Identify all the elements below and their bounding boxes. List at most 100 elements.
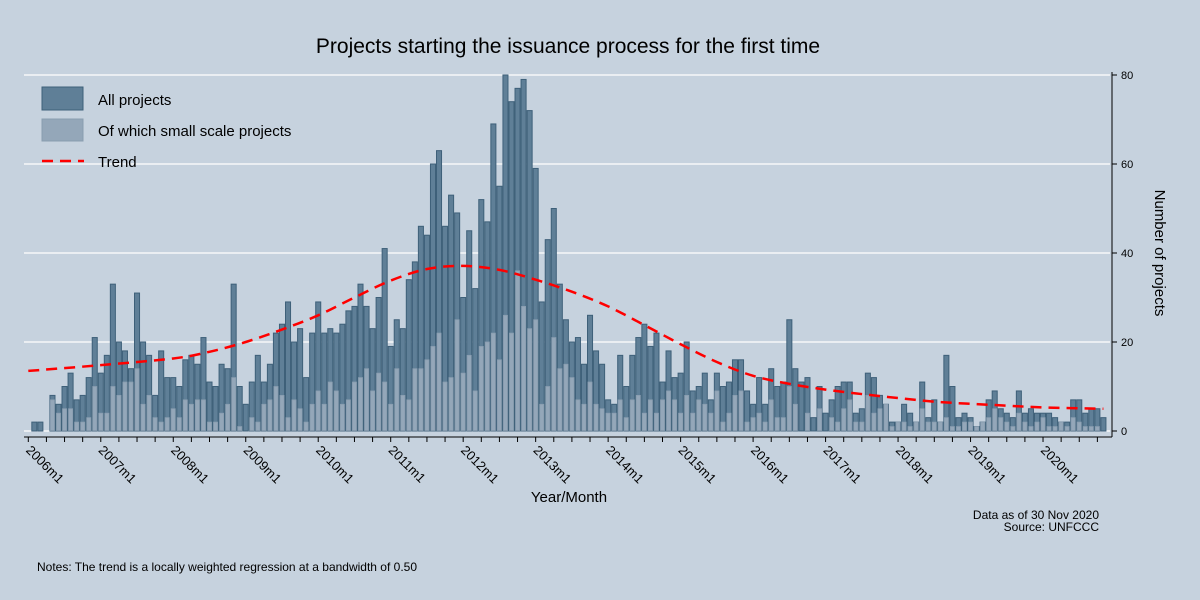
bar-small-2014m5 <box>629 399 635 431</box>
bar-small-2012m7 <box>496 359 502 431</box>
bar-small-2006m8 <box>68 408 73 431</box>
bar-small-2012m10 <box>515 270 520 431</box>
bar-small-2007m8 <box>140 403 146 431</box>
bar-all-2016m9 <box>798 381 805 432</box>
bar-all-2011m10 <box>442 225 449 432</box>
bar-small-2008m6 <box>201 399 206 431</box>
bar-small-2012m3 <box>472 390 478 431</box>
bar-all-2010m2 <box>321 332 328 432</box>
bar-small-2011m6 <box>418 368 424 431</box>
bar-all-2012m10 <box>514 87 521 432</box>
bar-small-2010m6 <box>345 399 351 431</box>
trend-line <box>28 264 1104 410</box>
bar-small-2013m4 <box>551 337 557 431</box>
bar-all-2013m2 <box>538 301 545 432</box>
bar-all-2015m5 <box>701 372 708 432</box>
bar-small-2008m11 <box>231 377 237 431</box>
bar-small-2007m7 <box>134 368 140 431</box>
bar-small-2007m3 <box>110 386 116 431</box>
bar-small-2013m5 <box>557 368 563 431</box>
bar-small-2010m12 <box>382 381 388 431</box>
bar-small-2006m7 <box>62 408 67 431</box>
bar-all-2007m8 <box>140 341 147 432</box>
bar-small-2018m11 <box>956 426 961 431</box>
y-tick-label: 40 <box>1121 248 1133 260</box>
bar-all-2017m9 <box>870 377 877 432</box>
x-axis-title: Year/Month <box>531 489 607 506</box>
bar-all-2009m3 <box>254 354 261 432</box>
bar-all-2014m5 <box>629 354 636 432</box>
bar-all-2016m3 <box>762 403 769 432</box>
bar-all-2016m11 <box>810 417 817 432</box>
bar-all-2012m5 <box>484 221 491 432</box>
bar-all-2020m11 <box>1100 417 1107 432</box>
legend: All projects Of which small scale projec… <box>41 86 291 171</box>
bar-small-2012m2 <box>466 354 472 431</box>
bar-small-2015m5 <box>702 403 708 431</box>
bar-small-2011m12 <box>454 319 460 431</box>
bar-small-2011m3 <box>400 394 406 431</box>
bar-small-2011m5 <box>412 368 418 431</box>
legend-swatch-all <box>41 86 84 111</box>
bar-all-2016m2 <box>756 377 763 432</box>
bar-all-2017m3 <box>834 386 841 432</box>
bar-all-2012m11 <box>520 78 527 432</box>
bar-small-2007m5 <box>122 381 128 431</box>
bar-small-2011m9 <box>436 332 442 431</box>
bar-small-2010m11 <box>376 372 382 431</box>
bar-small-2008m3 <box>182 399 188 431</box>
bar-small-2014m3 <box>617 399 623 431</box>
bar-small-2015m1 <box>678 412 684 431</box>
bar-all-2006m11 <box>85 377 92 432</box>
bar-small-2013m9 <box>581 403 587 431</box>
bar-all-2007m2 <box>103 354 110 432</box>
bar-all-2012m7 <box>496 185 503 432</box>
bar-small-2013m11 <box>593 403 599 431</box>
bar-all-2013m4 <box>550 208 557 432</box>
bar-all-2009m8 <box>285 301 292 432</box>
bar-all-2009m7 <box>278 323 285 432</box>
bar-small-2019m2 <box>974 426 979 431</box>
bar-small-2018m3 <box>907 426 913 431</box>
bar-all-2017m4 <box>840 381 847 432</box>
bar-small-2016m6 <box>780 417 786 431</box>
bar-all-2020m7 <box>1076 399 1083 432</box>
bar-all-2020m6 <box>1070 399 1077 432</box>
bar-small-2012m1 <box>460 372 466 431</box>
bar-small-2014m12 <box>672 399 677 431</box>
bar-small-2018m4 <box>913 421 919 431</box>
bar-all-2011m1 <box>387 345 394 432</box>
bar-all-2006m9 <box>73 399 80 432</box>
bar-small-2009m5 <box>267 399 273 431</box>
bar-small-2013m1 <box>533 319 539 431</box>
bar-small-2011m11 <box>448 377 454 431</box>
bar-small-2019m1 <box>968 421 973 431</box>
bar-small-2008m7 <box>207 421 212 431</box>
bar-small-2006m12 <box>92 386 98 431</box>
bar-all-2018m9 <box>943 354 950 432</box>
bar-small-2014m1 <box>605 412 611 431</box>
y-tick-label: 60 <box>1121 159 1133 171</box>
bar-all-2011m9 <box>436 150 443 432</box>
bar-small-2010m10 <box>370 390 375 431</box>
bar-all-2016m10 <box>804 377 811 432</box>
bar-small-2011m1 <box>388 403 394 431</box>
bar-all-2014m6 <box>635 337 642 432</box>
bar-small-2009m8 <box>285 417 291 431</box>
bar-small-2019m3 <box>980 421 986 431</box>
bar-small-2007m10 <box>152 417 158 431</box>
bar-small-2019m9 <box>1016 412 1022 431</box>
bar-all-2019m8 <box>1009 417 1016 432</box>
bar-small-2006m5 <box>50 399 55 431</box>
bar-all-2017m1 <box>822 412 829 432</box>
bar-small-2016m4 <box>768 399 774 431</box>
bar-small-2008m1 <box>170 408 176 431</box>
bar-small-2016m8 <box>792 403 798 431</box>
bar-small-2011m7 <box>424 359 430 431</box>
bar-small-2014m2 <box>611 412 617 431</box>
bar-all-2015m9 <box>725 381 732 432</box>
bar-all-2010m10 <box>369 328 376 432</box>
bar-all-2018m5 <box>919 381 926 432</box>
bar-small-2007m4 <box>116 394 122 431</box>
bar-small-2017m9 <box>871 412 877 431</box>
